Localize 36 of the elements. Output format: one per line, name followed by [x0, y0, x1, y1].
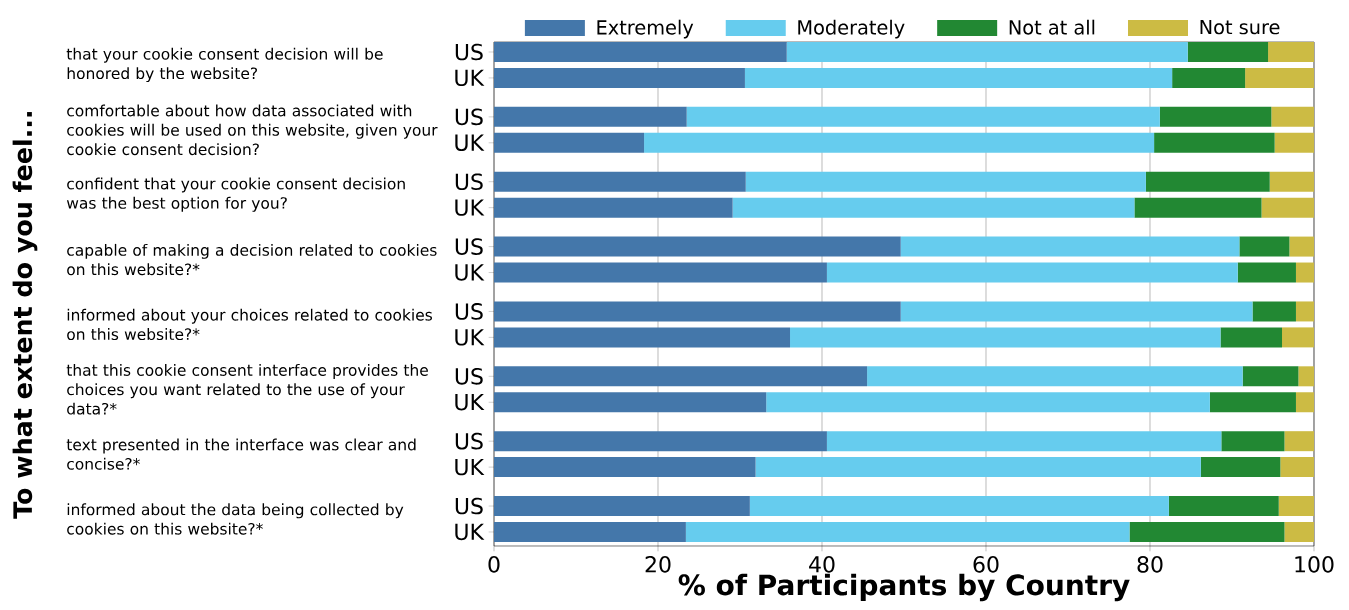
- x-tick-label: 0: [488, 556, 500, 573]
- legend-label: Not at all: [1009, 19, 1095, 35]
- text: that your cookie consent decision will be honored by the website?: [66, 47, 383, 83]
- x-tick-label: 20: [645, 556, 671, 573]
- text: informed about the data being collected by cookies on this website?*: [67, 503, 404, 535]
- legend-label: Moderately: [798, 19, 905, 39]
- y-tick-label: US: [455, 43, 483, 61]
- y-tick-label: UK: [455, 134, 485, 151]
- text: text presented in the interface was clear and concise?*: [66, 438, 416, 470]
- x-tick-label: 40: [809, 556, 835, 573]
- y-tick-label: US: [455, 303, 483, 320]
- legend-label: Extremely: [597, 19, 694, 39]
- y-tick-label: US: [455, 497, 483, 515]
- text: informed about your choices related to cookies on this website?*: [67, 308, 433, 341]
- y-tick-label: US: [455, 238, 483, 255]
- y-tick-label: US: [455, 108, 483, 126]
- y-tick-label: US: [455, 367, 483, 385]
- y-tick-label: UK: [455, 458, 485, 476]
- y-tick-label: UK: [455, 199, 485, 216]
- text: To what extent do you feel...: [12, 112, 38, 519]
- text: that this cookie consent interface provides the choices you want related to the use of your data?*: [66, 363, 428, 415]
- y-tick-label: US: [455, 173, 483, 191]
- x-axis-title: % of Participants by Country: [678, 573, 1130, 602]
- text: comfortable about how data associated with cookies will be used on this website, given your cookie consent decision?: [67, 104, 438, 156]
- text: capable of making a decision related to cookies on this website?*: [67, 243, 437, 276]
- y-tick-label: UK: [455, 523, 485, 541]
- text: confident that your cookie consent decision was the best option for you?: [66, 177, 405, 212]
- y-tick-label: UK: [455, 394, 485, 411]
- y-tick-label: UK: [455, 69, 485, 87]
- legend-label: Not sure: [1200, 20, 1280, 35]
- y-tick-label: UK: [455, 329, 485, 346]
- x-tick-label: 100: [1295, 556, 1334, 573]
- y-tick-label: US: [455, 432, 483, 450]
- x-tick-label: 80: [1137, 556, 1163, 573]
- y-tick-label: UK: [455, 264, 485, 281]
- x-tick-label: 60: [973, 556, 999, 573]
